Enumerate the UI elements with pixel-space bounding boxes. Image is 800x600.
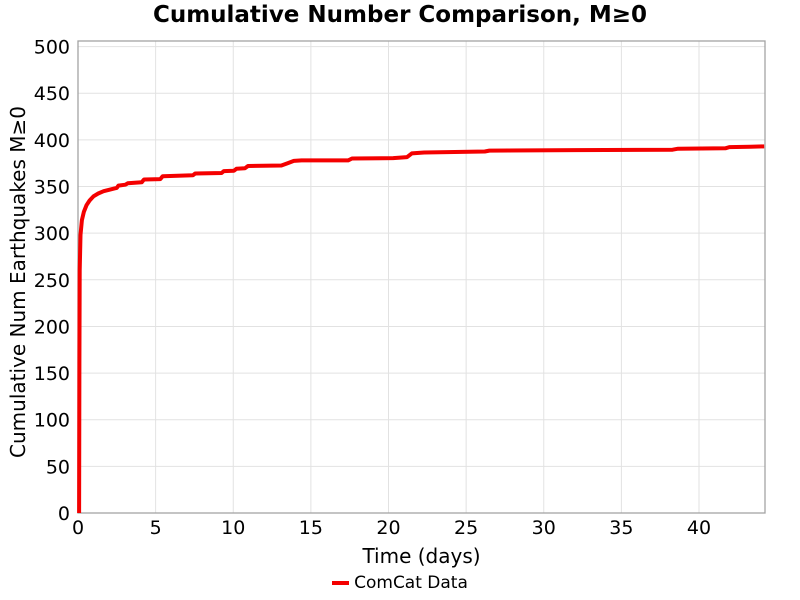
y-tick-label: 250 <box>34 270 70 292</box>
y-tick-label: 350 <box>34 177 70 199</box>
legend-line-swatch <box>332 581 350 585</box>
y-tick-label: 150 <box>34 363 70 385</box>
x-axis-title: Time (days) <box>362 544 481 568</box>
x-tick-label: 30 <box>532 517 556 539</box>
chart-title: Cumulative Number Comparison, M≥0 <box>152 2 648 28</box>
x-tick-label: 35 <box>609 517 633 539</box>
y-tick-label: 100 <box>34 410 70 432</box>
y-tick-label: 450 <box>34 83 70 105</box>
y-tick-label: 0 <box>58 503 70 525</box>
y-tick-label: 50 <box>46 456 70 478</box>
x-tick-label: 25 <box>454 517 478 539</box>
x-tick-label: 15 <box>299 517 323 539</box>
legend-label: ComCat Data <box>354 573 468 593</box>
x-tick-label: 10 <box>221 517 245 539</box>
y-axis-title: Cumulative Num Earthquakes M≥0 <box>6 106 30 458</box>
y-tick-label: 300 <box>34 223 70 245</box>
x-tick-label: 5 <box>150 517 162 539</box>
legend: ComCat Data <box>0 573 800 593</box>
x-tick-label: 20 <box>376 517 400 539</box>
x-tick-label: 0 <box>72 517 84 539</box>
series-line-comcat-data <box>77 144 765 514</box>
y-tick-label: 500 <box>34 37 70 59</box>
y-tick-label: 400 <box>34 130 70 152</box>
plot-border <box>77 40 766 514</box>
y-tick-label: 200 <box>34 316 70 338</box>
x-tick-label: 40 <box>687 517 711 539</box>
